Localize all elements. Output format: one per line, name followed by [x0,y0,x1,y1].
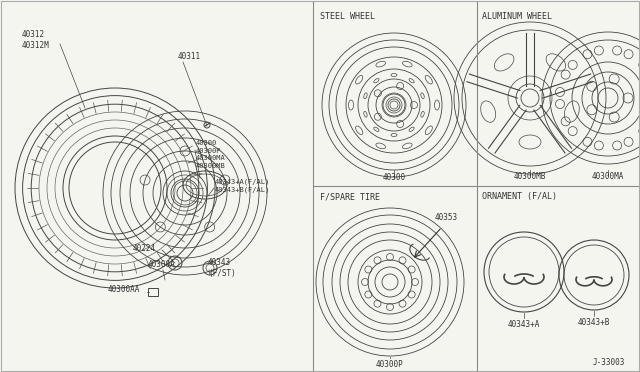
Text: 40300MB: 40300MB [514,172,546,181]
Text: 40343
(F/ST): 40343 (F/ST) [208,258,236,278]
Text: 40300A: 40300A [148,260,176,269]
Text: 40312
40312M: 40312 40312M [22,30,50,50]
Text: ALUMINUM WHEEL: ALUMINUM WHEEL [482,12,552,21]
Text: 40300MA: 40300MA [592,172,624,181]
Text: STEEL WHEEL: STEEL WHEEL [320,12,375,21]
Text: 40343+A(F/AL)
40343+B(F/AL): 40343+A(F/AL) 40343+B(F/AL) [215,178,270,192]
Text: 40353: 40353 [435,213,458,222]
Text: 40343+B: 40343+B [578,318,610,327]
Text: F/SPARE TIRE: F/SPARE TIRE [320,192,380,201]
Text: 40311: 40311 [178,52,201,61]
Text: 40300
40300P
40300MA
40300MB: 40300 40300P 40300MA 40300MB [196,140,226,169]
Text: 40300: 40300 [383,173,406,182]
Text: ORNAMENT (F/AL): ORNAMENT (F/AL) [482,192,557,201]
Text: J-33003: J-33003 [593,358,625,367]
Bar [148,288,158,296]
Text: 40300AA: 40300AA [108,285,140,294]
Text: 40224: 40224 [133,244,156,253]
Text: 40300P: 40300P [376,360,404,369]
Text: 40343+A: 40343+A [508,320,540,329]
